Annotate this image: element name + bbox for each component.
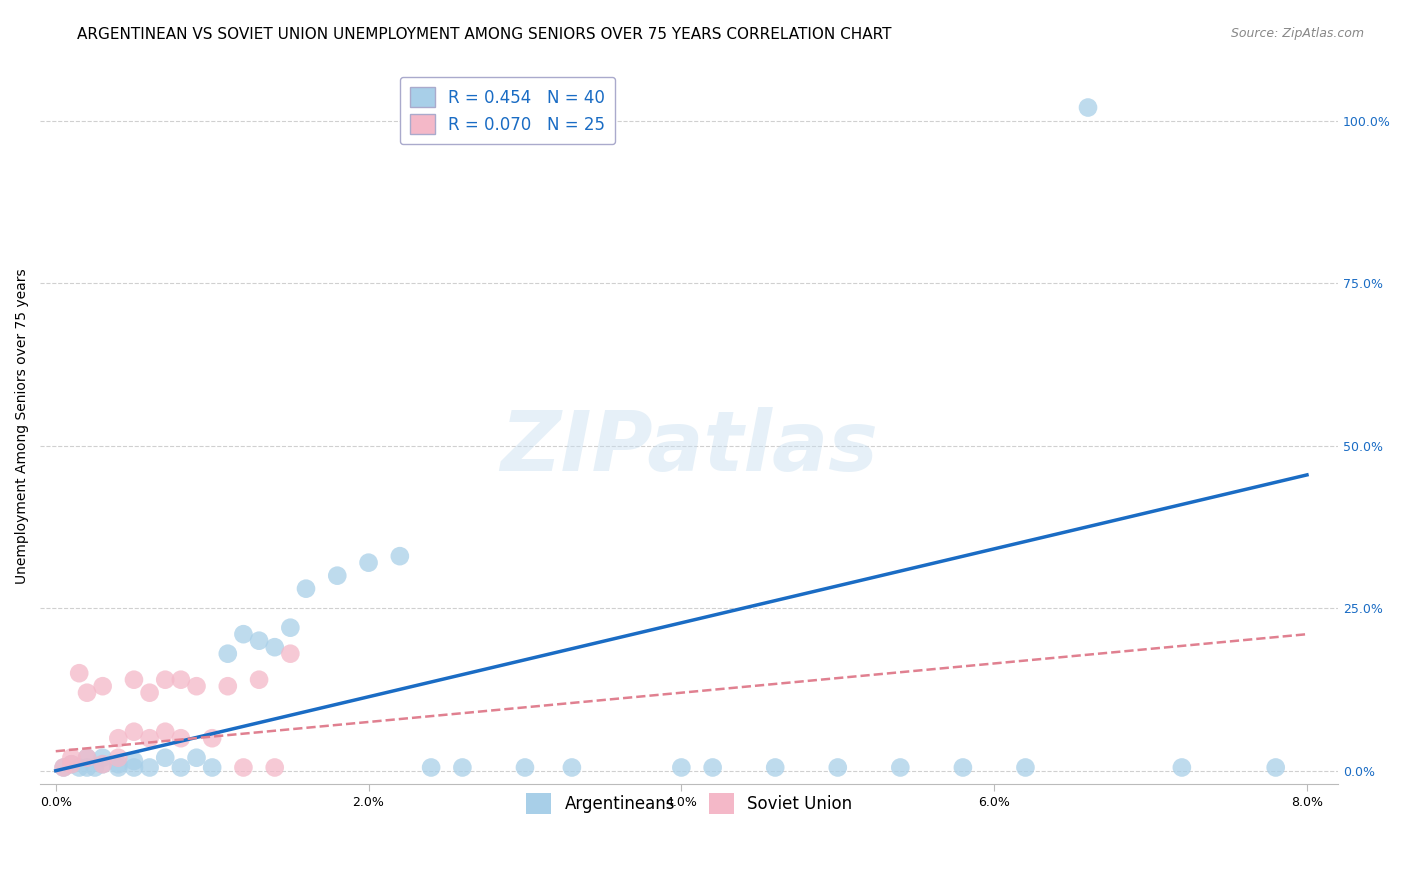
Point (263, 640, 285, 655)
Point (83, 760, 105, 774)
Point (155, 724, 177, 739)
Point (357, 556, 380, 570)
Legend: Argentineans, Soviet Union: Argentineans, Soviet Union (515, 781, 863, 825)
Point (702, 760, 724, 774)
Point (76, 760, 98, 774)
Point (671, 760, 693, 774)
Point (91, 750, 114, 764)
Point (52, 760, 75, 774)
Point (1077, 101, 1099, 115)
Point (952, 760, 974, 774)
Point (201, 760, 224, 774)
Point (889, 760, 911, 774)
Point (232, 760, 254, 774)
Point (186, 750, 208, 764)
Point (107, 731, 129, 746)
Point (451, 760, 474, 774)
Text: ARGENTINEAN VS SOVIET UNION UNEMPLOYMENT AMONG SENIORS OVER 75 YEARS CORRELATION: ARGENTINEAN VS SOVIET UNION UNEMPLOYMENT… (77, 27, 891, 42)
Point (91, 757, 114, 772)
Point (155, 750, 177, 764)
Point (60, 757, 83, 772)
Point (247, 633, 270, 648)
Point (67, 666, 90, 681)
Point (91, 679, 114, 693)
Point (170, 760, 193, 774)
Point (76, 750, 98, 764)
Point (60, 757, 83, 772)
Point (52, 760, 75, 774)
Point (420, 760, 443, 774)
Point (827, 760, 849, 774)
Point (107, 760, 129, 774)
Point (107, 750, 129, 764)
Point (232, 627, 254, 641)
Point (763, 760, 786, 774)
Point (60, 750, 83, 764)
Point (122, 724, 145, 739)
Point (107, 757, 129, 772)
Point (201, 731, 224, 746)
Text: Source: ZipAtlas.com: Source: ZipAtlas.com (1230, 27, 1364, 40)
Y-axis label: Unemployment Among Seniors over 75 years: Unemployment Among Seniors over 75 years (15, 268, 30, 584)
Point (138, 731, 160, 746)
Point (280, 621, 302, 635)
Point (76, 686, 98, 700)
Point (122, 754, 145, 768)
Point (388, 549, 411, 564)
Point (67, 760, 90, 774)
Point (138, 686, 160, 700)
Point (122, 760, 145, 774)
Point (295, 582, 318, 596)
Point (280, 647, 302, 661)
Point (186, 679, 208, 693)
Point (122, 673, 145, 687)
Point (326, 568, 349, 582)
Point (155, 673, 177, 687)
Point (1171, 760, 1194, 774)
Point (170, 731, 193, 746)
Point (170, 673, 193, 687)
Point (217, 647, 239, 661)
Point (76, 750, 98, 764)
Point (1014, 760, 1036, 774)
Point (513, 760, 536, 774)
Point (247, 673, 270, 687)
Point (217, 679, 239, 693)
Point (561, 760, 583, 774)
Text: ZIPatlas: ZIPatlas (501, 407, 879, 488)
Point (263, 760, 285, 774)
Point (91, 757, 114, 772)
Point (1264, 760, 1286, 774)
Point (138, 760, 160, 774)
